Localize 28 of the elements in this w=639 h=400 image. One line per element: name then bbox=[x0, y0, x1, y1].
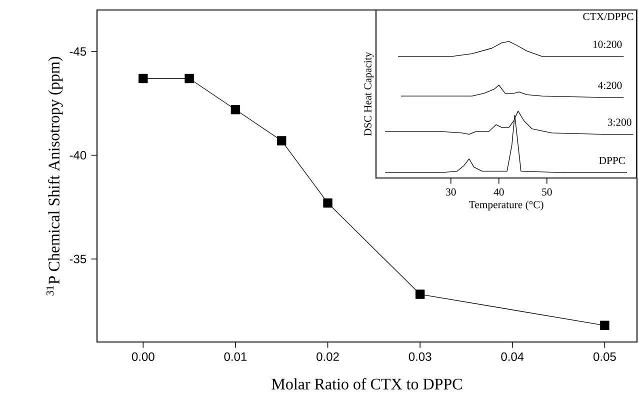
y-tick-label: -40 bbox=[70, 151, 86, 160]
x-tick-label: 40 bbox=[494, 188, 504, 196]
x-tick-label: 50 bbox=[542, 188, 552, 196]
series-label: 4:200 bbox=[598, 82, 622, 89]
y-tick-label: -35 bbox=[70, 254, 86, 264]
x-axis-title: Molar Ratio of CTX to DPPC bbox=[272, 378, 462, 390]
x-tick-label: 0.01 bbox=[224, 352, 247, 361]
series-label: DPPC bbox=[599, 156, 625, 164]
x-tick-label: 0.03 bbox=[408, 352, 432, 361]
x-tick-label: 0.05 bbox=[593, 352, 616, 361]
x-tick-label: 0.00 bbox=[132, 352, 154, 361]
point bbox=[415, 290, 425, 299]
series-label: 3:200 bbox=[608, 118, 632, 126]
point bbox=[323, 198, 332, 208]
y-axis-title: $^{31}$P Chemical Shift Anisotropy (ppm) bbox=[46, 56, 63, 296]
y-axis-title: DSC Heat Capacity bbox=[364, 52, 374, 136]
series-label: 10:200 bbox=[593, 40, 622, 48]
x-axis-title: Temperature (°C) bbox=[469, 200, 544, 210]
point bbox=[277, 136, 286, 146]
x-tick-label: 0.02 bbox=[316, 352, 339, 361]
point bbox=[600, 320, 610, 330]
x-tick-label: 0.04 bbox=[501, 352, 524, 361]
legend-title: CTX/DPPC bbox=[583, 12, 634, 20]
point bbox=[230, 105, 240, 114]
point bbox=[184, 74, 194, 84]
y-tick-label: -45 bbox=[70, 47, 86, 56]
point bbox=[138, 74, 148, 84]
x-tick-label: 30 bbox=[446, 188, 456, 196]
